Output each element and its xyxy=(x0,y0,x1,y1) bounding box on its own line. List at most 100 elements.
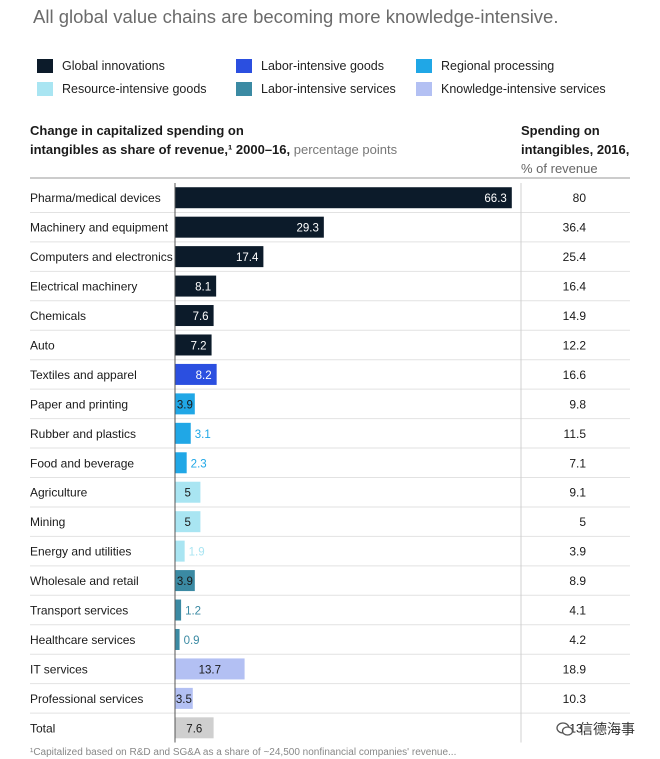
spending-2016-value: 36.4 xyxy=(563,221,587,235)
legend-label: Knowledge-intensive services xyxy=(441,82,606,96)
bar-value-label: 1.2 xyxy=(185,606,201,618)
row-label: Pharma/medical devices xyxy=(30,191,161,205)
row-label: Food and beverage xyxy=(30,456,134,470)
spending-2016-value: 3.9 xyxy=(569,545,586,559)
bar-value-label: 0.9 xyxy=(184,635,200,647)
spending-2016-value: 14.9 xyxy=(563,309,587,323)
row-label: Energy and utilities xyxy=(30,545,131,559)
legend-item: Regional processing xyxy=(416,59,554,73)
bar xyxy=(175,275,217,297)
left-column-header: Change in capitalized spending on intang… xyxy=(30,121,397,159)
bar-value-label: 66.3 xyxy=(484,193,506,205)
watermark: 信德海事 xyxy=(556,719,635,739)
spending-2016-value: 12.2 xyxy=(563,338,587,352)
row-label: Total xyxy=(30,721,55,735)
bar-value-label: 7.2 xyxy=(191,340,207,352)
wechat-icon xyxy=(556,722,574,736)
legend-swatch xyxy=(236,59,252,73)
right-column-header: Spending on intangibles, 2016, % of reve… xyxy=(521,121,629,178)
bar xyxy=(175,481,201,503)
bar-value-label: 2.3 xyxy=(191,458,207,470)
bar-value-label: 3.9 xyxy=(177,576,193,588)
row-label: Electrical machinery xyxy=(30,280,137,294)
bar xyxy=(175,452,187,474)
bar-value-label: 8.1 xyxy=(195,282,211,294)
bar xyxy=(175,599,182,621)
legend-swatch xyxy=(37,59,53,73)
legend-item: Knowledge-intensive services xyxy=(416,82,606,96)
row-label: Textiles and apparel xyxy=(30,368,137,382)
bar xyxy=(175,628,180,650)
bar xyxy=(175,334,212,356)
spending-2016-value: 9.8 xyxy=(569,397,586,411)
bar-value-label: 29.3 xyxy=(296,223,318,235)
bar-value-label: 7.6 xyxy=(193,311,209,323)
watermark-text: 信德海事 xyxy=(579,721,635,737)
bar-value-label: 5 xyxy=(184,517,190,529)
bar xyxy=(175,246,264,268)
legend-item: Labor-intensive services xyxy=(236,82,396,96)
spending-2016-value: 16.4 xyxy=(563,280,587,294)
left-header-units: percentage points xyxy=(290,142,398,157)
bar xyxy=(175,305,214,327)
row-label: Mining xyxy=(30,515,65,529)
legend-label: Labor-intensive services xyxy=(261,82,396,96)
bar-value-label: 3.9 xyxy=(177,399,193,411)
right-header-line2: intangibles, 2016, xyxy=(521,142,630,157)
row-label: Chemicals xyxy=(30,309,86,323)
bar xyxy=(175,717,214,739)
row-label: Rubber and plastics xyxy=(30,427,136,441)
spending-2016-value: 80 xyxy=(573,191,587,205)
row-label: Professional services xyxy=(30,692,143,706)
bar xyxy=(175,540,185,562)
left-header-line2: intangibles as share of revenue,¹ 2000–1… xyxy=(30,142,291,157)
legend-swatch xyxy=(416,59,432,73)
row-label: Computers and electronics xyxy=(30,250,173,264)
spending-2016-value: 9.1 xyxy=(569,486,586,500)
bar-value-label: 5 xyxy=(184,488,190,500)
spending-2016-value: 4.1 xyxy=(569,604,586,618)
spending-2016-value: 18.9 xyxy=(563,662,587,676)
legend-item: Labor-intensive goods xyxy=(236,59,384,73)
spending-2016-value: 16.6 xyxy=(563,368,587,382)
bar xyxy=(175,511,201,533)
legend-label: Resource-intensive goods xyxy=(62,82,207,96)
bar-value-label: 8.2 xyxy=(196,370,212,382)
legend-swatch xyxy=(37,82,53,96)
row-label: Machinery and equipment xyxy=(30,221,169,235)
legend-item: Global innovations xyxy=(37,59,165,73)
bar xyxy=(175,422,191,444)
legend-swatch xyxy=(416,82,432,96)
bar xyxy=(175,393,195,415)
row-label: Wholesale and retail xyxy=(30,574,139,588)
bar-value-label: 3.1 xyxy=(195,429,211,441)
right-header-line1: Spending on xyxy=(521,123,600,138)
bar-value-label: 7.6 xyxy=(186,723,202,735)
row-label: Transport services xyxy=(30,604,128,618)
spending-2016-value: 13. xyxy=(569,721,586,735)
row-label: Healthcare services xyxy=(30,633,135,647)
right-header-line3: % of revenue xyxy=(521,161,598,176)
legend-swatch xyxy=(236,82,252,96)
spending-2016-value: 8.9 xyxy=(569,574,586,588)
row-label: Auto xyxy=(30,338,55,352)
legend-label: Regional processing xyxy=(441,59,555,73)
bar-value-label: 3.5 xyxy=(176,694,192,706)
bar xyxy=(175,187,512,209)
row-label: Agriculture xyxy=(30,486,88,500)
bar xyxy=(175,658,245,680)
footnote: ¹Capitalized based on R&D and SG&A as a … xyxy=(30,747,457,758)
bar xyxy=(175,216,324,238)
bar xyxy=(175,687,193,709)
bar-value-label: 17.4 xyxy=(236,252,259,264)
legend-label: Labor-intensive goods xyxy=(261,59,384,73)
bar-value-label: 13.7 xyxy=(199,664,221,676)
left-header-line1: Change in capitalized spending on xyxy=(30,123,244,138)
legend-item: Resource-intensive goods xyxy=(37,82,207,96)
spending-2016-value: 4.2 xyxy=(569,633,586,647)
spending-2016-value: 25.4 xyxy=(563,250,587,264)
row-label: Paper and printing xyxy=(30,397,128,411)
bar xyxy=(175,363,217,385)
spending-2016-value: 7.1 xyxy=(569,456,586,470)
legend-label: Global innovations xyxy=(62,59,165,73)
